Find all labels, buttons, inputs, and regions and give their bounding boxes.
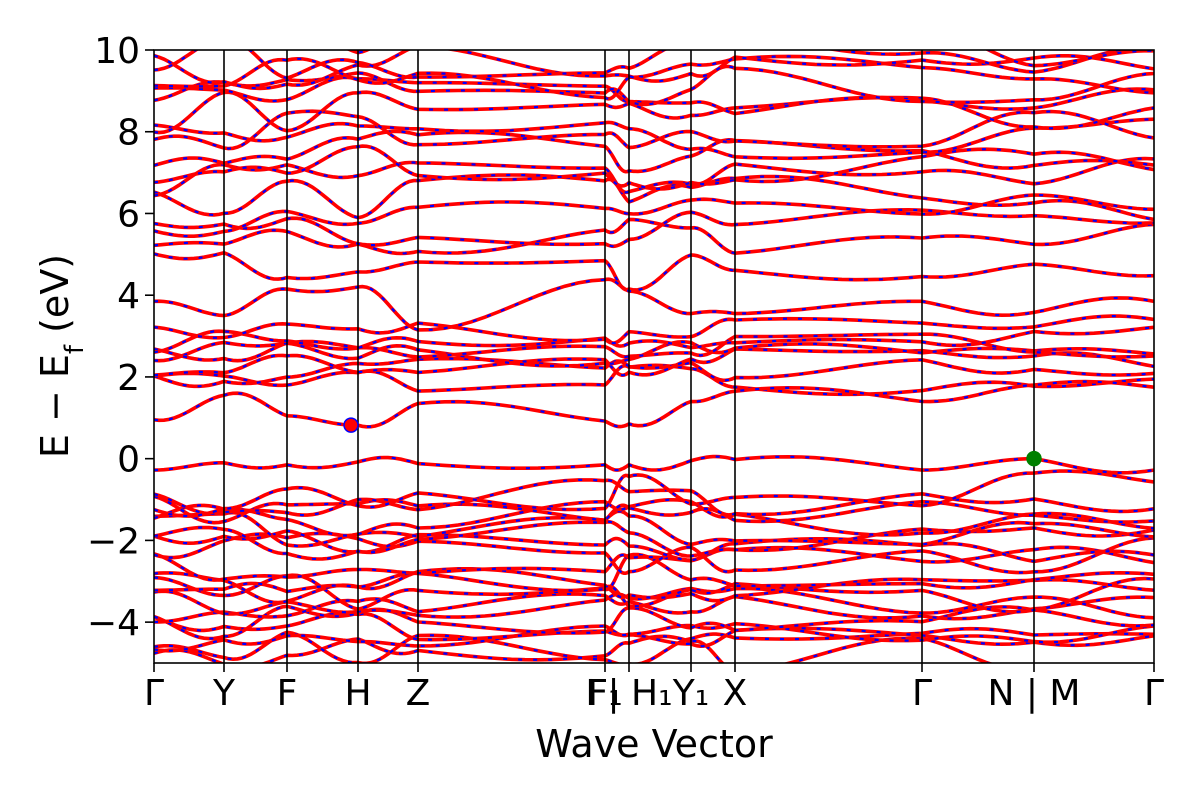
x-tick-label-9: Γ bbox=[912, 673, 932, 714]
y-axis-title-sub: f bbox=[60, 344, 90, 354]
band-line-red-12 bbox=[154, 529, 1154, 564]
band-line-red-17 bbox=[154, 478, 1154, 517]
band-line-red-22 bbox=[154, 339, 1154, 368]
band-line-blue-34 bbox=[154, 118, 1154, 160]
x-tick-label-7: Y₁ bbox=[672, 673, 709, 714]
y-tick-label-7: −4 bbox=[87, 603, 140, 644]
y-tick-label-2: 6 bbox=[117, 194, 140, 235]
band-line-blue-5 bbox=[154, 592, 1154, 624]
x-tick-label-3: H bbox=[344, 673, 371, 714]
band-line-red-28 bbox=[154, 207, 1154, 249]
band-line-blue-43 bbox=[154, 278, 1154, 332]
x-tick-label-11: Γ bbox=[1144, 673, 1164, 714]
band-line-blue-18 bbox=[154, 470, 1154, 518]
y-tick-label-0: 10 bbox=[94, 31, 140, 72]
band-line-blue-33 bbox=[154, 130, 1154, 173]
x-tick-label-5: F₁ bbox=[587, 673, 622, 714]
band-line-blue-26 bbox=[154, 251, 1154, 292]
band-line-blue-19 bbox=[154, 364, 1154, 396]
band-line-blue-27 bbox=[154, 218, 1154, 255]
x-tick-label-0: Γ bbox=[144, 673, 164, 714]
y-tick-label-1: 8 bbox=[117, 113, 140, 154]
band-line-red-45 bbox=[154, 454, 1154, 475]
band-line-blue-40 bbox=[154, 50, 1154, 90]
x-tick-label-8: X bbox=[723, 673, 748, 714]
band-line-red-29 bbox=[154, 193, 1154, 238]
band-line-blue-39 bbox=[154, 55, 1154, 100]
bands-layer bbox=[154, 50, 1154, 663]
y-axis-title: E − Ef (eV) bbox=[33, 254, 90, 458]
marker-cbm bbox=[343, 417, 359, 433]
band-line-red-8 bbox=[154, 567, 1154, 605]
band-line-red-0 bbox=[154, 634, 994, 663]
band-line-red-23 bbox=[154, 332, 1154, 363]
band-line-red-44 bbox=[154, 379, 1154, 429]
band-line-red-41 bbox=[154, 50, 1154, 80]
band-line-blue-9 bbox=[154, 553, 1154, 593]
band-line-red-25 bbox=[154, 314, 1154, 345]
y-axis-title-unit: (eV) bbox=[33, 254, 77, 345]
band-edge-markers bbox=[343, 417, 1042, 467]
band-line-blue-4 bbox=[154, 605, 1154, 640]
y-tick-label-4: 2 bbox=[117, 358, 140, 399]
x-tick-label-6: I | H₁ bbox=[585, 673, 672, 714]
x-tick-label-10: N | M bbox=[987, 673, 1080, 714]
marker-vbm bbox=[1026, 450, 1042, 467]
band-line-red-18 bbox=[154, 469, 1154, 518]
y-tick-label-5: 0 bbox=[117, 440, 140, 481]
band-line-red-11 bbox=[154, 531, 1154, 575]
y-axis-title-main: E − E bbox=[33, 354, 77, 458]
band-line-red-27 bbox=[154, 217, 1154, 256]
band-line-red-3 bbox=[154, 611, 1154, 645]
band-line-blue-45 bbox=[154, 455, 1154, 474]
kpoint-vertical-lines bbox=[223, 50, 1035, 663]
band-line-blue-17 bbox=[154, 478, 1154, 517]
band-line-red-30 bbox=[154, 173, 1154, 222]
band-line-blue-30 bbox=[154, 173, 1154, 221]
y-tick-label-3: 4 bbox=[117, 276, 140, 317]
x-tick-label-4: Z bbox=[406, 673, 431, 714]
band-line-red-43 bbox=[154, 277, 1154, 332]
band-line-red-35 bbox=[154, 109, 1154, 151]
x-axis-ticks: Γ Y F H Z F₁I | H₁ Y₁ X Γ N | M Γ bbox=[144, 663, 1164, 714]
band-line-blue-24 bbox=[154, 326, 1154, 354]
band-line-blue-37 bbox=[154, 76, 1154, 115]
x-axis-title: Wave Vector bbox=[535, 722, 773, 766]
band-line-red-13 bbox=[154, 519, 1154, 561]
band-line-red-26 bbox=[154, 250, 1154, 292]
band-line-red-10 bbox=[154, 545, 1154, 582]
plot-frame bbox=[153, 49, 1155, 664]
band-line-blue-14 bbox=[154, 510, 1154, 548]
band-line-blue-44 bbox=[154, 380, 1154, 428]
y-tick-label-6: −2 bbox=[87, 521, 140, 562]
x-tick-label-2: F bbox=[277, 673, 298, 714]
y-axis-ticks: 10 8 6 4 2 0 −2 −4 bbox=[87, 31, 154, 644]
x-tick-label-1: Y bbox=[212, 673, 236, 714]
